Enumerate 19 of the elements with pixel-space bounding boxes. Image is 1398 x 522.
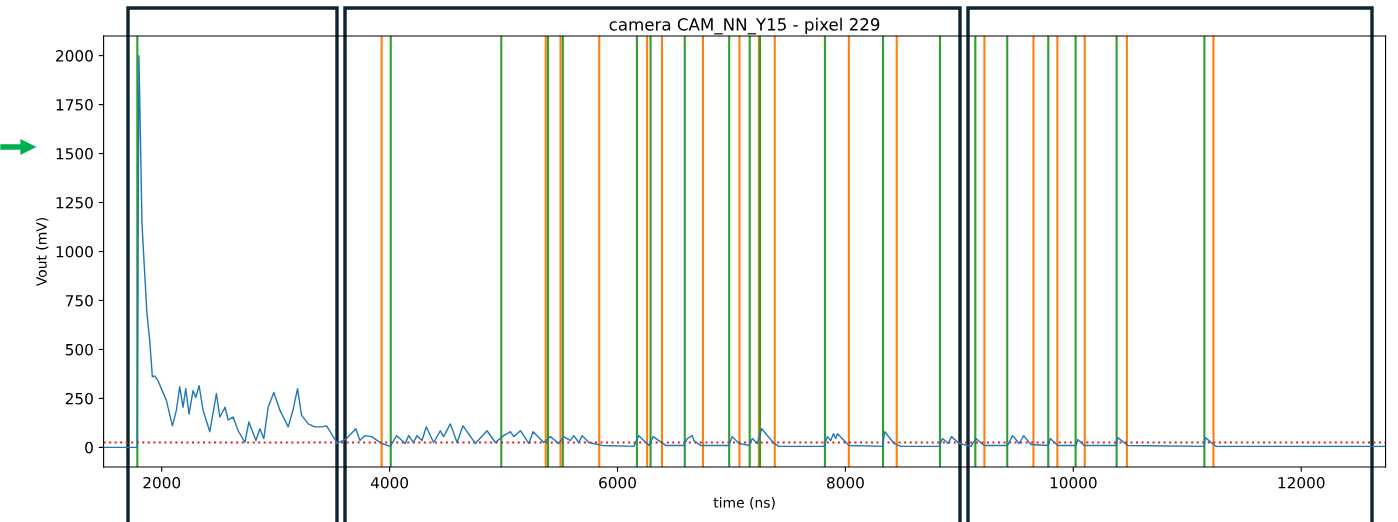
y-tick-label: 500	[65, 343, 93, 356]
x-tick-label: 12000	[1278, 476, 1325, 489]
x-tick-label: 2000	[143, 476, 181, 489]
x-tick-label: 8000	[827, 476, 864, 489]
x-axis-title: time (ns)	[713, 497, 775, 510]
line-series	[103, 54, 1386, 449]
y-tick-label: 1750	[56, 99, 93, 111]
y-tick-label: 0	[85, 441, 93, 454]
chart-title: camera CAM_NN_Y15 - pixel 229	[609, 17, 880, 35]
y-tick-label: 750	[65, 294, 93, 307]
y-tick-label: 1000	[56, 245, 93, 258]
y-tick-label: 1250	[56, 196, 93, 209]
y-axis-title: Vout (mV)	[36, 217, 49, 287]
x-tick-label: 6000	[599, 476, 636, 489]
y-tick-label: 1500	[56, 148, 93, 160]
y-tick-label: 250	[65, 392, 93, 405]
y-tick-label: 2000	[56, 50, 93, 62]
x-tick-label: 10000	[1050, 476, 1097, 489]
x-tick-label: 4000	[370, 476, 409, 489]
